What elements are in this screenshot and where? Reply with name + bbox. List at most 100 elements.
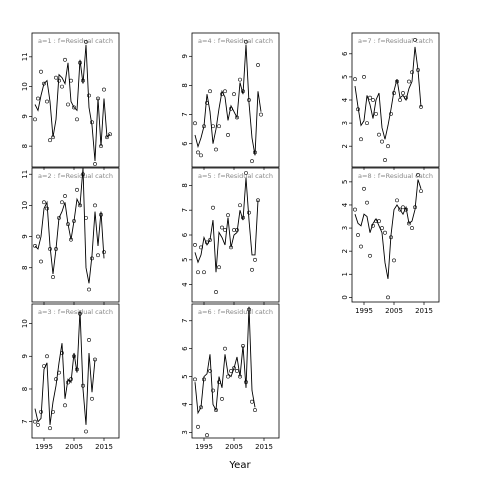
observed-point — [45, 99, 49, 104]
x-tick-label: 1995 — [195, 443, 213, 451]
observed-point — [84, 429, 88, 434]
observed-point — [362, 74, 366, 79]
y-tick-label: 9 — [21, 354, 29, 358]
observed-point — [84, 215, 88, 220]
y-tick-label: 3 — [181, 430, 189, 434]
observed-point — [401, 91, 405, 95]
observed-point — [199, 153, 203, 158]
observed-point — [413, 205, 417, 210]
observed-point — [416, 173, 420, 177]
observed-point — [241, 343, 245, 348]
observed-point — [235, 228, 239, 232]
observed-point — [211, 124, 215, 129]
y-tick-label: 8 — [21, 387, 29, 391]
observed-point — [383, 158, 387, 162]
observed-point — [45, 206, 49, 211]
observed-point — [371, 98, 375, 102]
observed-point — [247, 210, 251, 215]
observed-point — [368, 253, 372, 258]
observed-point — [374, 111, 378, 116]
observed-point — [211, 388, 215, 393]
y-tick-label: 5 — [181, 258, 189, 262]
observed-point — [229, 369, 233, 373]
panel-2: a=4 : f=Residual catch 6 7 8 9 — [181, 32, 280, 170]
observed-point — [42, 81, 46, 86]
observed-point — [214, 408, 218, 412]
observed-point — [244, 380, 248, 385]
observed-point — [365, 121, 369, 126]
observed-point — [356, 107, 360, 112]
panel-frame — [31, 167, 120, 303]
observed-point — [72, 354, 76, 359]
observed-point — [410, 226, 414, 230]
observed-point — [253, 257, 257, 262]
observed-point — [202, 270, 206, 275]
observed-point — [196, 424, 200, 429]
observed-point — [253, 408, 257, 412]
observed-point — [353, 207, 357, 212]
observed-point — [108, 132, 112, 137]
observed-point — [371, 223, 375, 228]
fitted-line — [34, 44, 111, 162]
y-tick-label: 6 — [181, 346, 189, 351]
observed-point — [383, 230, 387, 235]
y-tick-label: 5 — [341, 75, 349, 79]
observed-point — [66, 222, 70, 226]
y-tick-label: 0 — [341, 295, 349, 299]
y-tick-label: 9 — [21, 234, 29, 238]
observed-point — [48, 426, 52, 431]
panel-5: a=5 : f=Residual catch 4 5 6 7 8 — [181, 167, 280, 305]
observed-point — [235, 369, 239, 373]
observed-point — [36, 96, 40, 101]
observed-point — [60, 200, 64, 205]
panel-frame — [191, 303, 280, 439]
y-tick-label: 7 — [181, 208, 189, 212]
observed-point — [39, 259, 43, 264]
observed-point — [226, 133, 230, 137]
y-tick-label: 8 — [181, 183, 189, 187]
observed-point — [208, 89, 212, 94]
observed-point — [398, 207, 402, 212]
observed-point — [205, 433, 209, 438]
observed-point — [202, 377, 206, 382]
observed-point — [368, 95, 372, 100]
y-tick-label: 6 — [181, 232, 189, 237]
observed-point — [196, 150, 200, 155]
observed-point — [51, 275, 55, 279]
observed-point — [250, 267, 254, 272]
observed-point — [389, 235, 393, 240]
observed-point — [413, 38, 417, 42]
observed-point — [419, 189, 423, 194]
x-tick-label: 2015 — [255, 443, 273, 451]
y-tick-label: 10 — [21, 82, 29, 91]
observed-point — [193, 377, 197, 382]
y-tick-label: 11 — [21, 52, 29, 61]
panel-title: a=3 : f=Residual catch — [38, 308, 113, 316]
y-tick-label: 5 — [341, 180, 349, 184]
y-tick-label: 7 — [181, 319, 189, 323]
y-tick-label: 7 — [181, 112, 189, 116]
observed-point — [250, 399, 254, 404]
observed-point — [48, 247, 52, 251]
observed-point — [39, 69, 43, 74]
observed-point — [244, 39, 248, 44]
x-tick-label: 2015 — [415, 307, 433, 315]
observed-point — [229, 245, 233, 250]
observed-point — [217, 124, 221, 129]
observed-point — [87, 338, 91, 342]
y-tick-label: 11 — [21, 170, 29, 179]
y-tick-label: 2 — [341, 249, 349, 253]
observed-point — [66, 102, 70, 107]
observed-point — [66, 380, 70, 385]
x-tick-label: 1995 — [35, 443, 53, 451]
observed-point — [69, 377, 73, 382]
observed-point — [362, 186, 366, 191]
observed-point — [205, 101, 209, 105]
panel-frame — [351, 32, 440, 168]
observed-point — [238, 77, 242, 82]
observed-point — [386, 144, 390, 149]
observed-point — [353, 77, 357, 82]
observed-point — [87, 93, 91, 98]
observed-point — [244, 171, 248, 175]
observed-point — [90, 396, 94, 401]
